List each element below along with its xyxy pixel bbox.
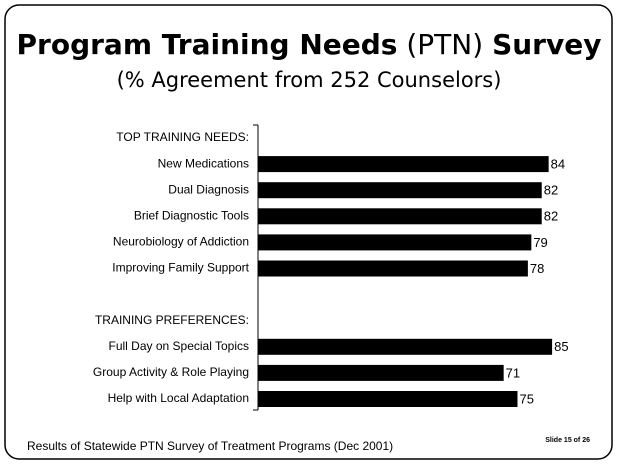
category-label: Full Day on Special Topics [108,339,249,353]
bar [258,208,542,225]
value-label: 82 [544,209,558,224]
value-label: 84 [551,157,565,172]
category-label: TRAINING PREFERENCES: [95,313,249,327]
slide-number: Slide 15 of 26 [545,437,590,444]
category-label: Group Activity & Role Playing [93,365,249,379]
footer: Results of Statewide PTN Survey of Treat… [27,439,393,453]
bar [258,338,553,355]
value-label: 79 [533,235,547,250]
value-label: 78 [530,261,544,276]
category-label: New Medications [158,156,249,170]
category-label: Dual Diagnosis [168,182,249,196]
bar [258,260,528,277]
chart-subtitle: (% Agreement from 252 Counselors) [117,68,502,92]
category-label: Improving Family Support [112,261,249,275]
category-label: Neurobiology of Addiction [113,235,249,249]
bar [258,391,518,407]
value-label: 82 [544,183,558,198]
value-label: 71 [506,365,520,380]
bar [258,234,532,251]
title-part: (PTN) [406,28,483,61]
category-label: Brief Diagnostic Tools [134,208,249,222]
bar [258,156,549,173]
title-part: Survey [492,28,601,61]
bar [258,364,504,381]
chart-title: Program Training Needs (PTN) Survey [17,28,602,61]
category-label: Help with Local Adaptation [108,391,249,405]
title-part: Program Training Needs [17,28,398,61]
value-label: 85 [554,339,568,354]
category-label: TOP TRAINING NEEDS: [116,130,249,144]
bar [258,182,542,199]
value-label: 75 [520,391,534,406]
